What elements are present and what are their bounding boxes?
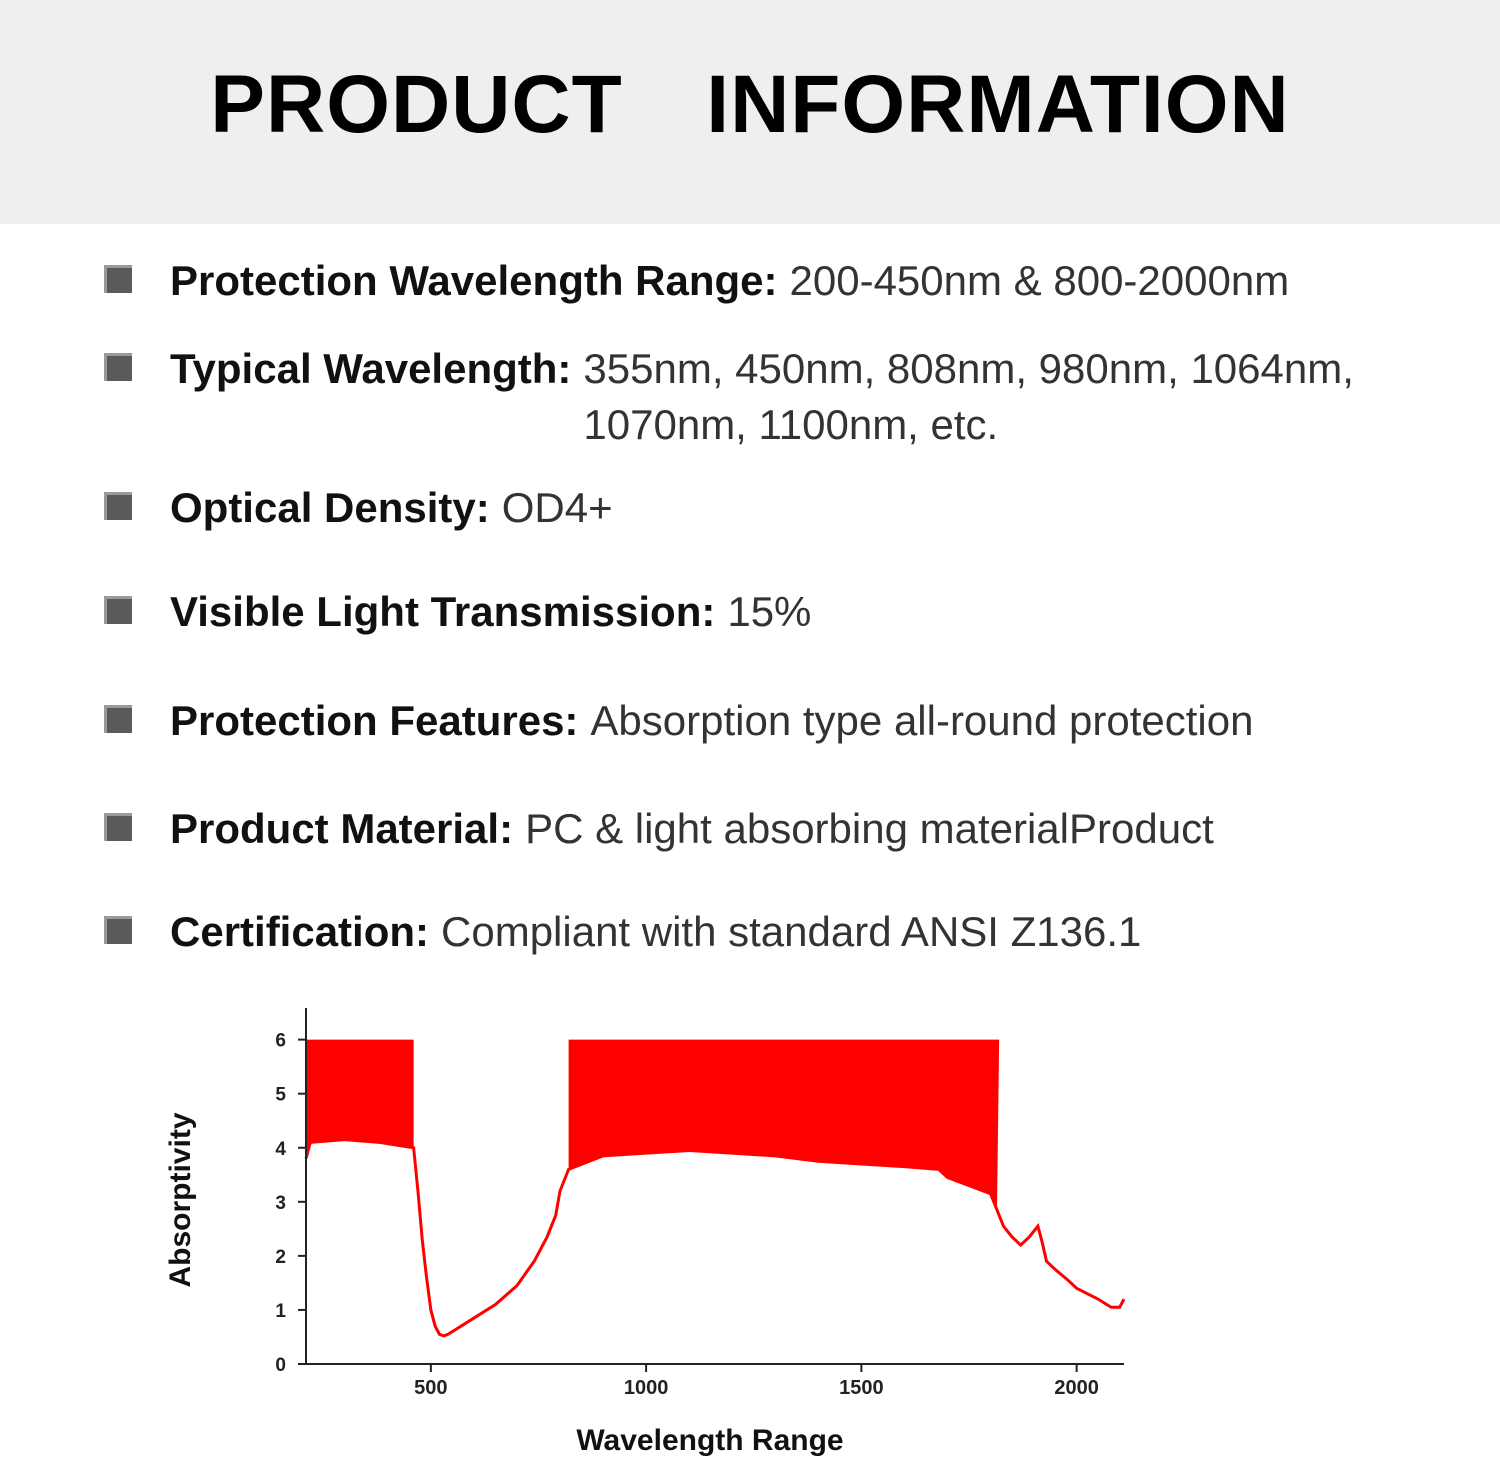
square-bullet-icon	[104, 265, 132, 293]
y-tick-label: 0	[275, 1355, 286, 1376]
spec-label: Optical Density:	[170, 484, 490, 531]
y-tick-label: 5	[275, 1085, 286, 1106]
square-bullet-icon	[104, 916, 132, 944]
x-axis-label: Wavelength Range	[576, 1424, 843, 1457]
spec-value: PC & light absorbing materialProduct	[525, 805, 1214, 852]
x-tick-label: 2000	[1054, 1377, 1099, 1399]
header-banner: PRODUCT INFORMATION	[0, 0, 1500, 224]
spec-value: Compliant with standard ANSI Z136.1	[441, 908, 1142, 955]
x-tick-label: 1500	[839, 1377, 884, 1399]
saturated-band-0	[306, 1039, 414, 1159]
square-bullet-icon	[104, 596, 132, 624]
spec-row-protection-features: Protection Features: Absorption type all…	[104, 693, 1434, 749]
chart-axes: 500 1000 1500 2000 0 1 2 3 4 5 6	[275, 1008, 1124, 1399]
y-tick-label: 2	[275, 1247, 286, 1268]
spec-label: Certification:	[170, 908, 430, 955]
y-tick-label: 6	[275, 1031, 286, 1052]
spec-label: Protection Features:	[170, 697, 579, 744]
square-bullet-icon	[104, 813, 132, 841]
spec-value: 355nm, 450nm, 808nm, 980nm, 1064nm, 1070…	[583, 345, 1354, 448]
saturated-band-1	[568, 1039, 1000, 1210]
spec-label: Visible Light Transmission:	[170, 588, 716, 635]
spec-label: Product Material:	[170, 805, 514, 852]
spec-row-certification: Certification: Compliant with standard A…	[104, 904, 1434, 960]
y-axis-label: Absorptivity	[164, 1112, 197, 1287]
spec-row-product-material: Product Material: PC & light absorbing m…	[104, 801, 1434, 857]
spec-row-optical-density: Optical Density: OD4+	[104, 480, 1434, 536]
absorptivity-line	[304, 1138, 1126, 1338]
y-tick-label: 3	[275, 1193, 286, 1214]
plot-area	[304, 1039, 1126, 1338]
y-tick-label: 1	[275, 1301, 286, 1322]
spec-value: 15%	[727, 588, 812, 635]
spec-value: Absorption type all-round protection	[590, 697, 1254, 744]
y-tick-label: 4	[275, 1139, 286, 1160]
spec-label: Typical Wavelength:	[170, 345, 572, 392]
spec-row-visible-light: Visible Light Transmission: 15%	[104, 584, 1434, 640]
spec-row-protection-range: Protection Wavelength Range: 200-450nm &…	[104, 253, 1434, 309]
square-bullet-icon	[104, 705, 132, 733]
spec-row-typical-wavelength: Typical Wavelength: 355nm, 450nm, 808nm,…	[104, 341, 1434, 453]
spec-label: Protection Wavelength Range:	[170, 257, 778, 304]
square-bullet-icon	[104, 353, 132, 381]
x-tick-label: 1000	[624, 1377, 669, 1399]
square-bullet-icon	[104, 492, 132, 520]
spec-value: OD4+	[501, 484, 613, 531]
x-tick-label: 500	[414, 1377, 447, 1399]
spec-value: 200-450nm & 800-2000nm	[789, 257, 1290, 304]
page-title: PRODUCT INFORMATION	[210, 59, 1290, 150]
